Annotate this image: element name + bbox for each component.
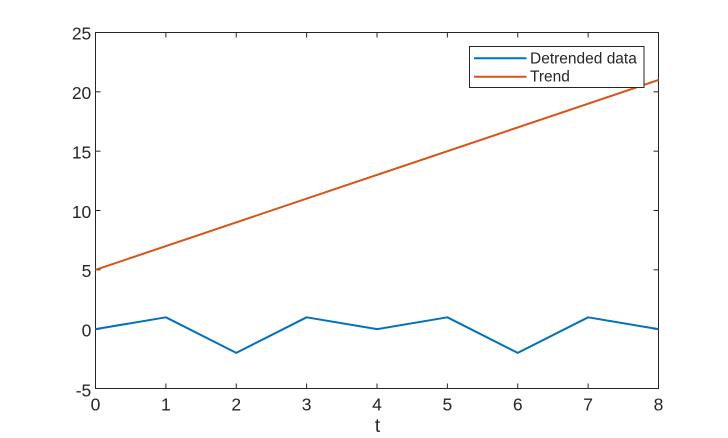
svg-text:6: 6 [513,394,523,414]
svg-text:Detrended data: Detrended data [530,50,637,67]
svg-text:0: 0 [91,394,101,414]
svg-text:-5: -5 [76,380,92,400]
svg-text:2: 2 [231,394,241,414]
svg-text:0: 0 [82,321,92,341]
svg-text:7: 7 [583,394,593,414]
svg-text:3: 3 [302,394,312,414]
svg-text:20: 20 [72,83,92,103]
svg-text:15: 15 [72,143,91,163]
svg-text:8: 8 [654,394,664,414]
svg-text:10: 10 [72,202,92,222]
svg-text:Trend: Trend [530,68,570,85]
svg-text:t: t [375,416,381,437]
svg-text:25: 25 [72,23,91,43]
svg-text:5: 5 [82,261,92,281]
svg-text:5: 5 [443,394,453,414]
svg-text:1: 1 [161,394,171,414]
svg-text:4: 4 [372,394,382,414]
